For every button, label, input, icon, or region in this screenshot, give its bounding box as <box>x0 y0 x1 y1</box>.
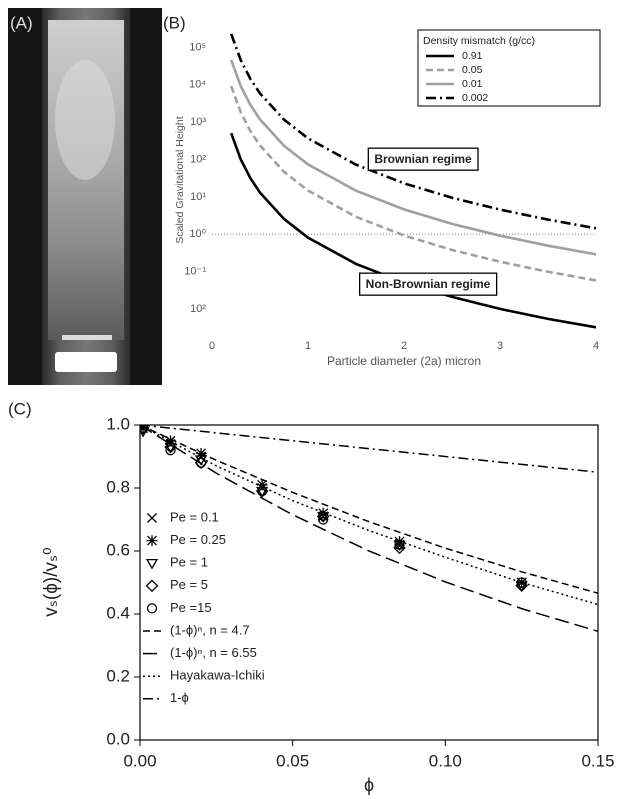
marker <box>317 512 330 523</box>
legend-label: (1-ϕ)ⁿ, n = 6.55 <box>170 645 257 660</box>
annotation: Non-Brownian regime <box>366 277 491 291</box>
x-axis-label: Particle diameter (2a) micron <box>327 354 481 368</box>
panel-label: (B) <box>163 13 186 32</box>
plot-frame <box>139 424 599 741</box>
series-line <box>140 425 598 473</box>
marker <box>318 514 329 525</box>
marker <box>165 445 176 456</box>
annotation: Brownian regime <box>374 152 472 166</box>
marker <box>140 425 149 434</box>
x-tick-label: 3 <box>497 340 503 352</box>
x-tick-label: 0.10 <box>429 751 462 770</box>
marker <box>394 539 405 550</box>
y-tick-label: 10⁰ <box>189 228 206 240</box>
legend-label: 0.05 <box>462 64 483 76</box>
x-axis-label: ϕ <box>364 775 374 795</box>
y-tick-label: 10⁴ <box>189 79 206 91</box>
legend-label: Pe = 0.1 <box>170 509 219 524</box>
y-tick-label: 10² <box>190 303 206 315</box>
legend-box <box>417 29 601 107</box>
x-tick-label: 0 <box>209 340 215 352</box>
panel-label: (C) <box>8 399 32 418</box>
legend-label: 0.91 <box>462 50 483 62</box>
x-tick-label: 0.00 <box>123 751 156 770</box>
marker <box>515 579 528 592</box>
legend-label: Pe = 1 <box>170 555 208 570</box>
marker <box>145 579 159 593</box>
marker <box>516 577 527 588</box>
series-line <box>229 85 596 282</box>
y-tick-label: 0.6 <box>106 540 130 559</box>
series-line <box>140 425 598 633</box>
photo: (A) <box>8 8 162 385</box>
marker <box>147 513 157 523</box>
legend-label: Pe = 0.25 <box>170 532 226 547</box>
y-tick-label: 0.4 <box>106 603 130 622</box>
legend-label: Hayakawa-Ichiki <box>170 668 265 683</box>
marker <box>146 603 158 614</box>
y-tick-label: 10³ <box>190 116 206 128</box>
marker <box>316 510 330 523</box>
x-tick-label: 0.15 <box>581 751 614 770</box>
legend-label: (1-ϕ)ⁿ, n = 4.7 <box>170 622 250 637</box>
legend-label: Pe = 5 <box>170 577 208 592</box>
y-tick-label: 10¹ <box>190 191 206 203</box>
panel-label: (A) <box>10 13 33 32</box>
legend-label: 0.002 <box>462 92 488 104</box>
x-tick-label: 4 <box>593 340 599 352</box>
x-tick-label: 2 <box>401 340 407 352</box>
y-axis-label: Scaled Gravitational Height <box>174 116 186 243</box>
series-line <box>229 59 596 256</box>
legend-label: Pe =15 <box>170 600 212 615</box>
x-tick-label: 0.05 <box>276 751 309 770</box>
x-tick-label: 1 <box>305 340 311 352</box>
y-tick-label: 10² <box>190 153 206 165</box>
legend-title: Density mismatch (g/cc) <box>423 35 535 47</box>
y-tick-label: 0.0 <box>106 729 130 748</box>
y-tick-label: 0.8 <box>106 477 130 496</box>
y-tick-label: 1.0 <box>106 414 130 433</box>
marker <box>164 440 177 454</box>
series-line <box>140 425 598 606</box>
series-line <box>229 132 596 329</box>
marker <box>146 535 158 546</box>
y-tick-label: 0.2 <box>106 666 130 685</box>
chart-panel: (C) 0.0 0.2 0.4 0.6 0.8 1.0 0.00 0.05 0.10 0.15 ϕ vₛ… <box>8 399 615 794</box>
y-axis-label: vₛ(ϕ)/vₛ⁰ <box>41 547 62 616</box>
marker <box>164 442 177 454</box>
marker <box>145 558 159 570</box>
marker <box>393 541 406 555</box>
vial-cap <box>55 352 117 372</box>
annotation-box <box>359 272 498 296</box>
series-line <box>140 425 598 594</box>
meniscus <box>62 335 112 340</box>
sediment-cloud <box>55 60 115 180</box>
y-tick-label: 10⁵ <box>189 41 206 53</box>
y-tick-label: 10⁻¹ <box>184 265 206 277</box>
series-line <box>229 33 596 230</box>
annotation-box <box>367 147 479 171</box>
marker <box>195 457 207 468</box>
chart-panel: (B)10⁵ 10⁴ 10³ 10² 10¹ 10⁰ 10⁻¹ 10² 0 1 2 3 4 Particl… <box>163 13 601 368</box>
legend-label: 1-ϕ <box>170 690 189 705</box>
legend-label: 0.01 <box>462 78 483 90</box>
marker <box>256 486 269 498</box>
